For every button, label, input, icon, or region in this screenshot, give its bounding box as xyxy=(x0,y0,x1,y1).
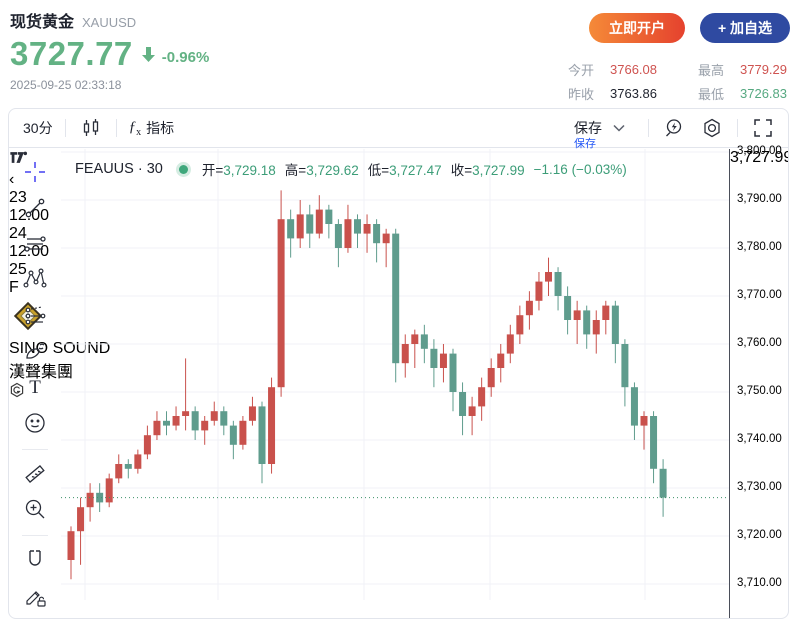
forecast-tool[interactable] xyxy=(21,301,49,329)
chevron-down-icon[interactable] xyxy=(606,115,632,141)
chart-plot[interactable]: FEAUUS · 30 开=3,729.18 高=3,729.62 低=3,72… xyxy=(61,149,729,600)
y-axis-label: 3,800.00 xyxy=(737,145,782,157)
price-axis[interactable]: 3,800.00 3,790.00 3,780.00 3,770.00 3,760.00… xyxy=(729,145,789,618)
y-axis-label: 3,720.00 xyxy=(737,529,782,541)
save-button[interactable]: 保存 xyxy=(574,120,602,136)
x-axis-label: 24 xyxy=(9,225,27,242)
candles-style-icon[interactable] xyxy=(78,115,104,141)
candlestick-chart[interactable] xyxy=(61,149,729,600)
y-axis-label: 3,730.00 xyxy=(737,481,782,493)
xabcd-pattern-tool[interactable] xyxy=(21,265,49,293)
watermark-hexagon-icon xyxy=(9,382,25,402)
stat-low: 最低 3726.83 xyxy=(698,85,787,102)
zoom-in-tool[interactable] xyxy=(21,495,49,523)
y-axis-label: 3,790.00 xyxy=(737,193,782,205)
chart-panel: 30分 ƒx 指标 保存 保存 xyxy=(8,108,789,619)
header: 现货黄金 XAUUSD 3727.77 -0.96% 2025-09-25 02… xyxy=(0,0,797,105)
y-axis-label: 3,710.00 xyxy=(737,577,782,589)
legend-high: 高=3,729.62 xyxy=(284,163,359,178)
brush-tool[interactable] xyxy=(21,337,49,365)
price-down-arrow-icon xyxy=(141,46,156,68)
save-tooltip: 保存 xyxy=(574,138,596,150)
page-title: 现货黄金 xyxy=(10,14,75,31)
stat-prev-close: 昨收 3763.86 xyxy=(568,85,657,102)
snapshot-icon[interactable] xyxy=(661,115,687,141)
crosshair-tool[interactable] xyxy=(21,158,49,186)
chart-body: T xyxy=(9,145,789,618)
y-axis-label: 3,780.00 xyxy=(737,241,782,253)
current-price-tag: 3,727.99 xyxy=(730,149,789,166)
text-tool[interactable]: T xyxy=(21,373,49,401)
market-status-dot-icon xyxy=(178,164,188,174)
legend-change: −1.16 (−0.03%) xyxy=(533,161,627,177)
legend-low: 低=3,727.47 xyxy=(367,163,442,178)
fib-retracement-tool[interactable] xyxy=(21,230,49,258)
open-account-button[interactable]: 立即开户 xyxy=(589,13,685,43)
tradingview-logo[interactable] xyxy=(9,149,788,171)
watermark-f-logo: F xyxy=(9,279,19,296)
interval-button[interactable]: 30分 xyxy=(23,120,53,136)
toolbar-collapse-tab[interactable]: ‹ xyxy=(9,171,15,188)
quote-timestamp: 2025-09-25 02:33:18 xyxy=(10,78,122,92)
quote-stats: 今开 3766.08 最高 3779.29 昨收 3763.86 最低 3726.83 xyxy=(568,57,790,105)
trend-line-tool[interactable] xyxy=(21,194,49,222)
legend-close: 收=3,727.99 xyxy=(450,163,525,178)
price-change-percent: -0.96% xyxy=(161,49,210,66)
symbol-label: XAUUSD xyxy=(82,15,137,30)
stat-open: 今开 3766.08 xyxy=(568,61,657,78)
drawing-lock-tool[interactable] xyxy=(21,582,49,610)
current-price: 3727.77 xyxy=(10,35,133,72)
settings-icon[interactable] xyxy=(699,115,725,141)
drawing-toolbar: T xyxy=(9,149,61,618)
add-watchlist-button[interactable]: + 加自选 xyxy=(700,13,790,43)
svg-text:T: T xyxy=(29,377,41,398)
ruler-tool[interactable] xyxy=(21,460,49,488)
fullscreen-icon[interactable] xyxy=(750,115,776,141)
fx-icon: ƒx xyxy=(128,118,142,138)
x-axis-label: 23 xyxy=(9,189,27,206)
emoji-tool[interactable] xyxy=(21,409,49,437)
chart-toolbar: 30分 ƒx 指标 保存 保存 xyxy=(9,109,788,150)
x-axis-label: 25 xyxy=(9,261,27,278)
chart-legend: FEAUUS · 30 开=3,729.18 高=3,729.62 低=3,72… xyxy=(75,159,627,179)
stat-high: 最高 3779.29 xyxy=(698,61,787,78)
indicators-button[interactable]: ƒx 指标 xyxy=(128,118,175,138)
y-axis-label: 3,750.00 xyxy=(737,385,782,397)
y-axis-label: 3,740.00 xyxy=(737,433,782,445)
magnet-tool[interactable] xyxy=(21,546,49,574)
x-axis-label: 12:00 xyxy=(9,243,50,260)
legend-symbol: FEAUUS · 30 xyxy=(75,161,163,177)
y-axis-label: 3,760.00 xyxy=(737,337,782,349)
legend-open: 开=3,729.18 xyxy=(201,163,276,178)
y-axis-label: 3,770.00 xyxy=(737,289,782,301)
